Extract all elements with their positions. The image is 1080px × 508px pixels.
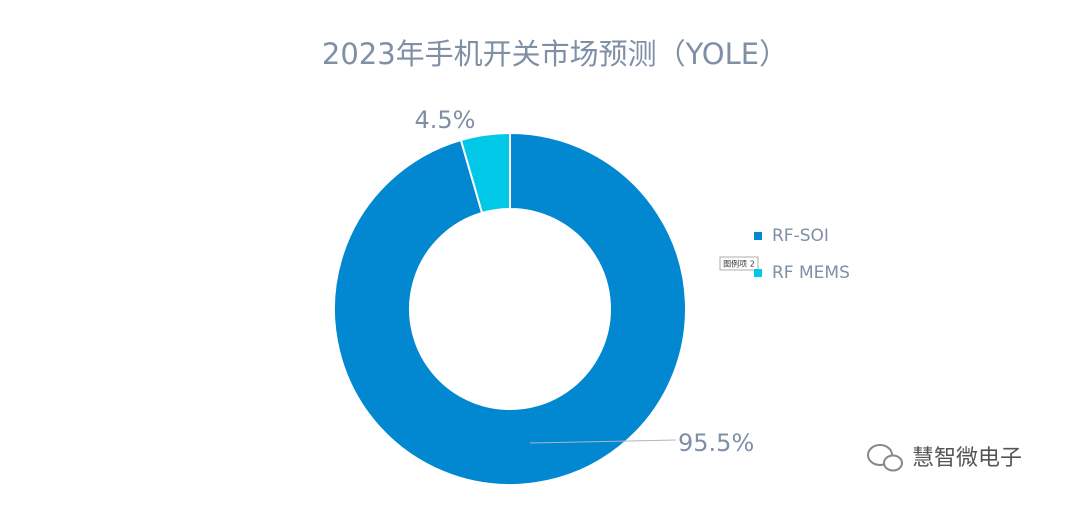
tooltip: 图例项 2 [719,256,759,271]
leader-line [529,439,677,444]
watermark-text: 慧智微电子 [912,446,1022,471]
data-label: 95.5% [678,429,754,457]
donut-slice [333,131,687,486]
legend-label: RF MEMS [772,263,850,283]
legend-swatch [754,232,762,240]
wechat-icon [883,454,903,472]
tooltip-box [719,256,759,271]
legend-swatch [754,269,762,277]
chart-title: 2023年手机开关市场预测（YOLE） [322,37,788,71]
legend-label: RF-SOI [772,226,829,246]
watermark: 慧智微电子 [867,444,1022,472]
data-label: 4.5% [415,106,476,134]
tooltip-text: 图例项 2 [723,259,755,269]
donut-slice [459,131,511,215]
